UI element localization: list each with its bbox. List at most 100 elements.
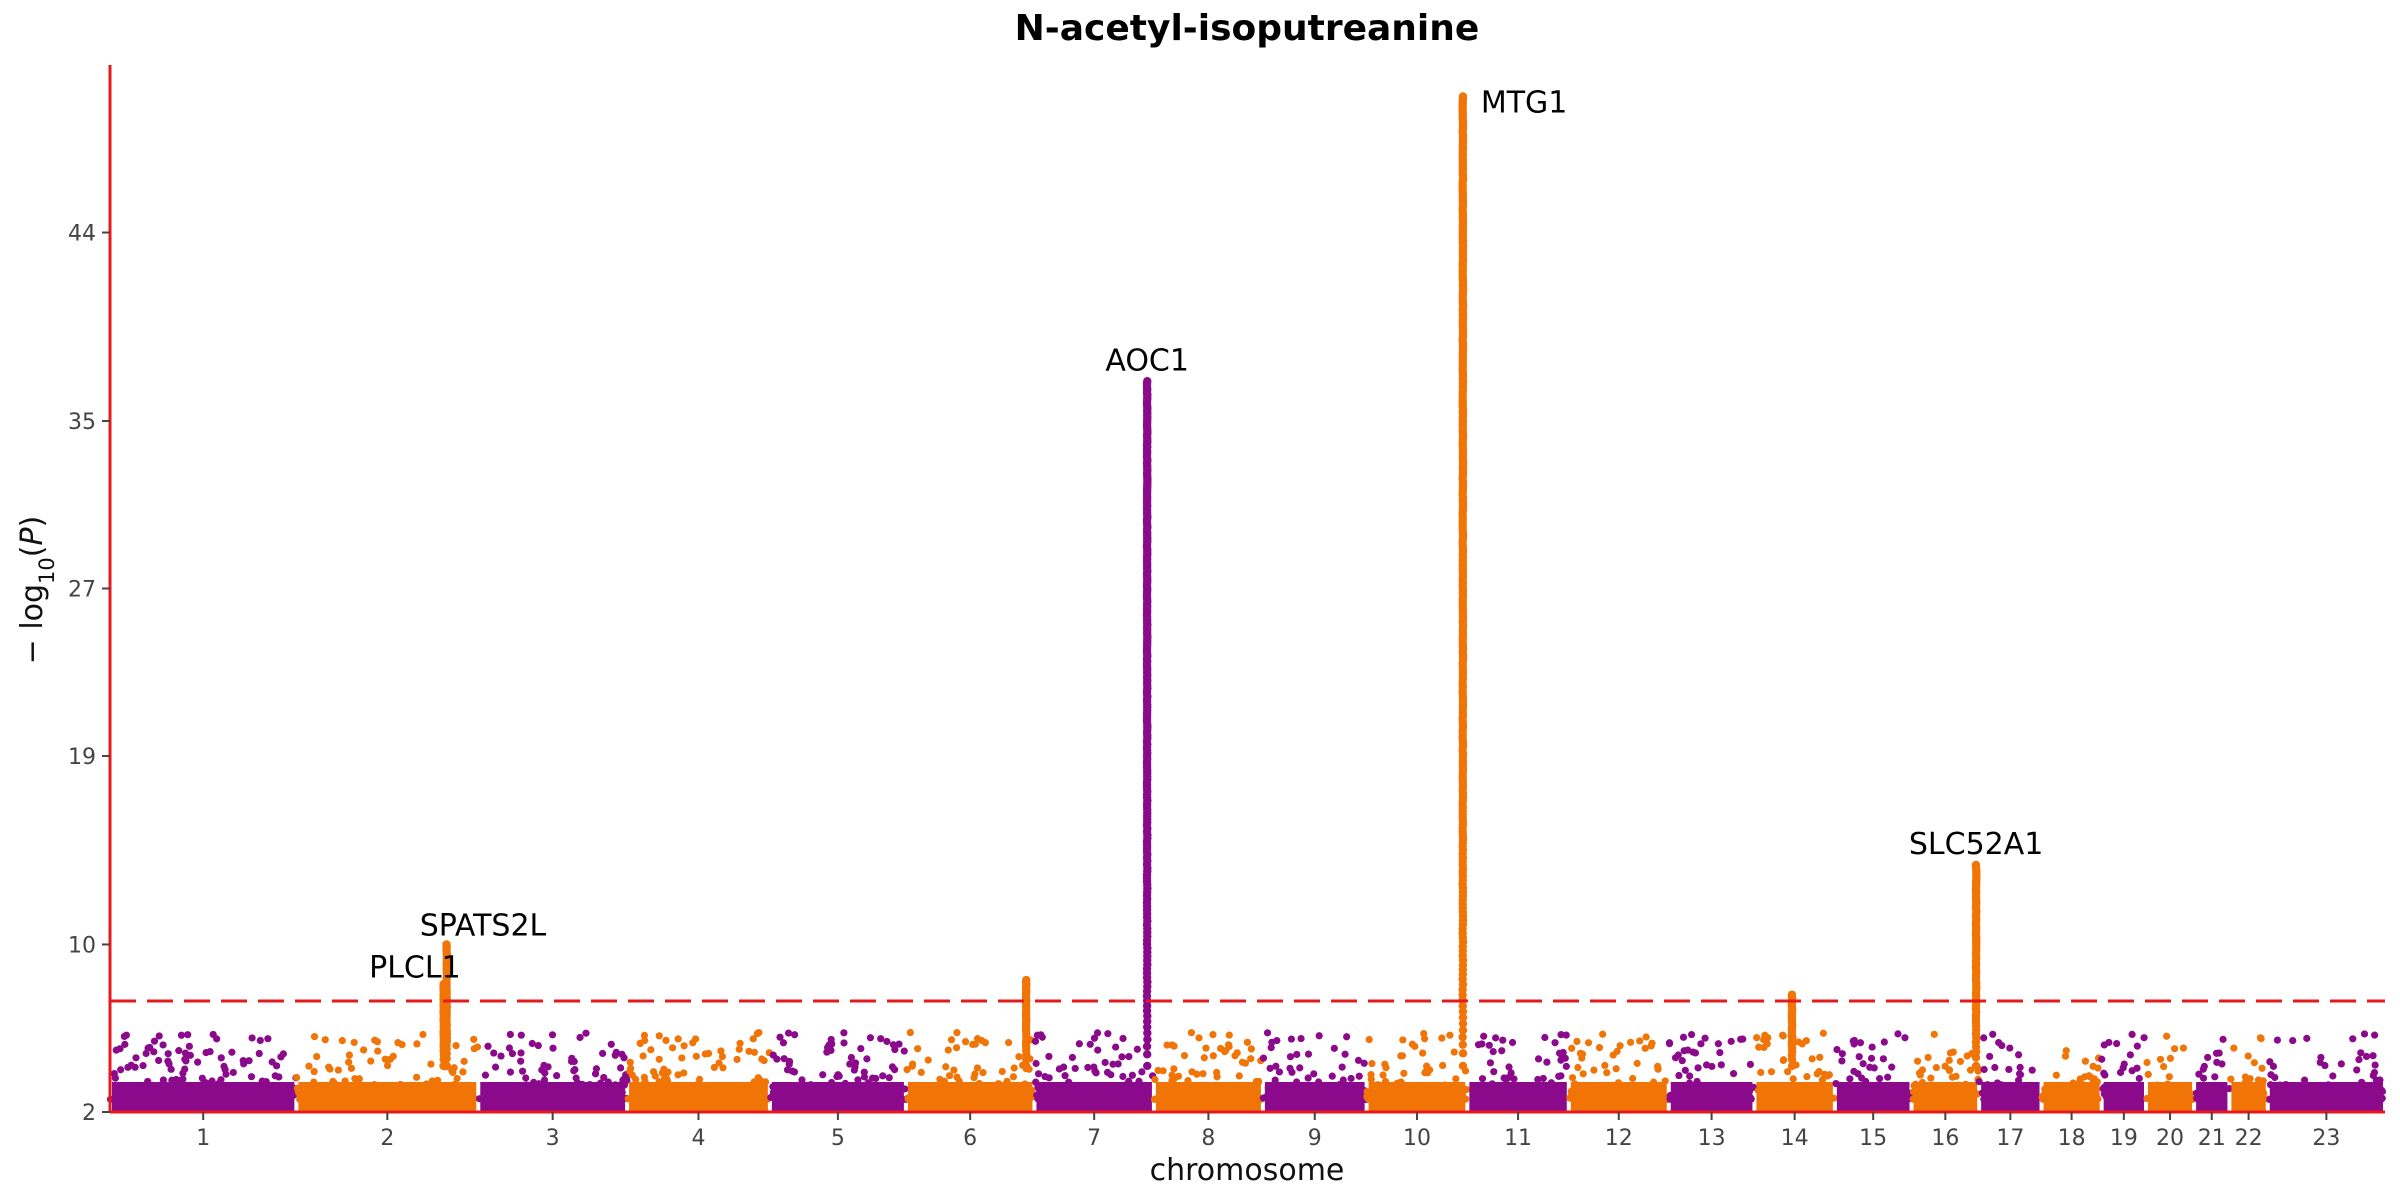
data-point <box>1338 1063 1346 1071</box>
data-point <box>937 1090 945 1098</box>
data-point <box>215 1079 223 1087</box>
data-point <box>517 1049 525 1057</box>
peak-point <box>1971 860 1981 870</box>
data-point <box>342 1087 350 1095</box>
x-tick-label: 20 <box>2156 1126 2184 1151</box>
data-point <box>863 1055 871 1063</box>
data-point <box>994 1095 1002 1103</box>
data-point <box>1814 1084 1823 1092</box>
data-point <box>1306 1087 1314 1095</box>
data-point <box>304 1094 312 1102</box>
data-point <box>570 1067 578 1075</box>
data-point <box>406 1095 414 1103</box>
data-point <box>2364 1093 2373 1102</box>
data-point <box>382 1090 390 1098</box>
data-point <box>1880 1038 1888 1046</box>
data-point <box>1122 1095 1131 1104</box>
data-point <box>1499 1036 1507 1044</box>
data-point <box>2166 1054 2174 1062</box>
data-point <box>284 1082 292 1090</box>
data-point <box>2210 1090 2218 1098</box>
data-point <box>2357 1049 2365 1057</box>
data-point <box>1694 1064 1702 1072</box>
data-point <box>446 1095 454 1104</box>
data-point <box>854 1091 862 1099</box>
data-point <box>917 1092 925 1100</box>
data-point <box>334 1066 342 1074</box>
data-point <box>2013 1095 2022 1103</box>
data-point <box>452 1042 460 1050</box>
data-point <box>1118 1053 1126 1061</box>
data-point <box>2327 1094 2335 1102</box>
data-point <box>1271 1076 1279 1084</box>
data-point <box>1845 1095 1853 1103</box>
chromosome-6-points <box>903 1028 1036 1112</box>
data-point <box>1063 1093 1071 1102</box>
data-point <box>1521 1093 1529 1101</box>
data-point <box>904 1094 912 1102</box>
data-point <box>505 1044 514 1052</box>
data-point <box>2329 1072 2337 1080</box>
data-point <box>1803 1073 1811 1081</box>
data-point <box>955 1077 963 1085</box>
data-point <box>761 1078 770 1086</box>
data-point <box>1296 1064 1304 1072</box>
data-point <box>1185 1095 1193 1103</box>
data-point <box>228 1048 236 1056</box>
data-point <box>2199 1065 2207 1073</box>
data-point <box>1640 1095 1649 1103</box>
data-point <box>1228 1095 1236 1103</box>
data-point <box>2170 1045 2179 1053</box>
data-point <box>638 1093 646 1101</box>
data-point <box>2107 1084 2115 1092</box>
data-point <box>522 1081 531 1089</box>
data-point <box>1168 1071 1176 1079</box>
data-point <box>953 1029 961 1037</box>
data-point <box>2128 1095 2137 1103</box>
data-point <box>327 1082 335 1090</box>
data-point <box>847 1053 855 1062</box>
peak-point <box>1458 92 1468 101</box>
data-point <box>851 1059 860 1067</box>
data-point <box>2255 1095 2263 1104</box>
data-point <box>1535 1094 1543 1102</box>
data-point <box>632 1094 640 1102</box>
data-point <box>1489 1047 1497 1056</box>
peak-chr2-SPATS2L <box>442 940 452 1071</box>
data-point <box>1138 1068 1146 1076</box>
data-point <box>2163 1032 2171 1040</box>
peak-point <box>1787 1061 1797 1071</box>
data-point <box>809 1095 817 1104</box>
data-point <box>1045 1074 1053 1082</box>
data-point <box>1367 1071 1375 1079</box>
data-point <box>850 1066 858 1074</box>
data-point <box>490 1093 498 1101</box>
chromosome-19-points <box>2098 1030 2148 1112</box>
data-point <box>1511 1082 1519 1090</box>
data-point <box>369 1092 377 1100</box>
data-point <box>1034 1070 1043 1078</box>
data-point <box>733 1082 741 1090</box>
data-point <box>745 1093 753 1101</box>
data-point <box>1648 1039 1656 1047</box>
data-point <box>355 1094 363 1102</box>
peak-chr10-MTG1 <box>1458 92 1468 1071</box>
data-point <box>1726 1089 1734 1098</box>
data-point <box>1681 1066 1689 1074</box>
data-point <box>1755 1043 1763 1051</box>
data-point <box>144 1044 152 1052</box>
data-point <box>2165 1073 2173 1081</box>
data-point <box>1846 1075 1854 1083</box>
data-point <box>1056 1093 1064 1102</box>
data-point <box>1418 1094 1427 1102</box>
data-point <box>256 1036 264 1045</box>
data-point <box>1571 1084 1579 1092</box>
data-point <box>1850 1036 1858 1045</box>
chromosome-17-points <box>1975 1030 2041 1112</box>
data-point <box>2373 1082 2382 1090</box>
data-point <box>1205 1094 1213 1102</box>
data-point <box>1286 1064 1294 1072</box>
data-point <box>2100 1090 2108 1098</box>
data-point <box>1949 1048 1957 1056</box>
data-point <box>1009 1073 1018 1081</box>
